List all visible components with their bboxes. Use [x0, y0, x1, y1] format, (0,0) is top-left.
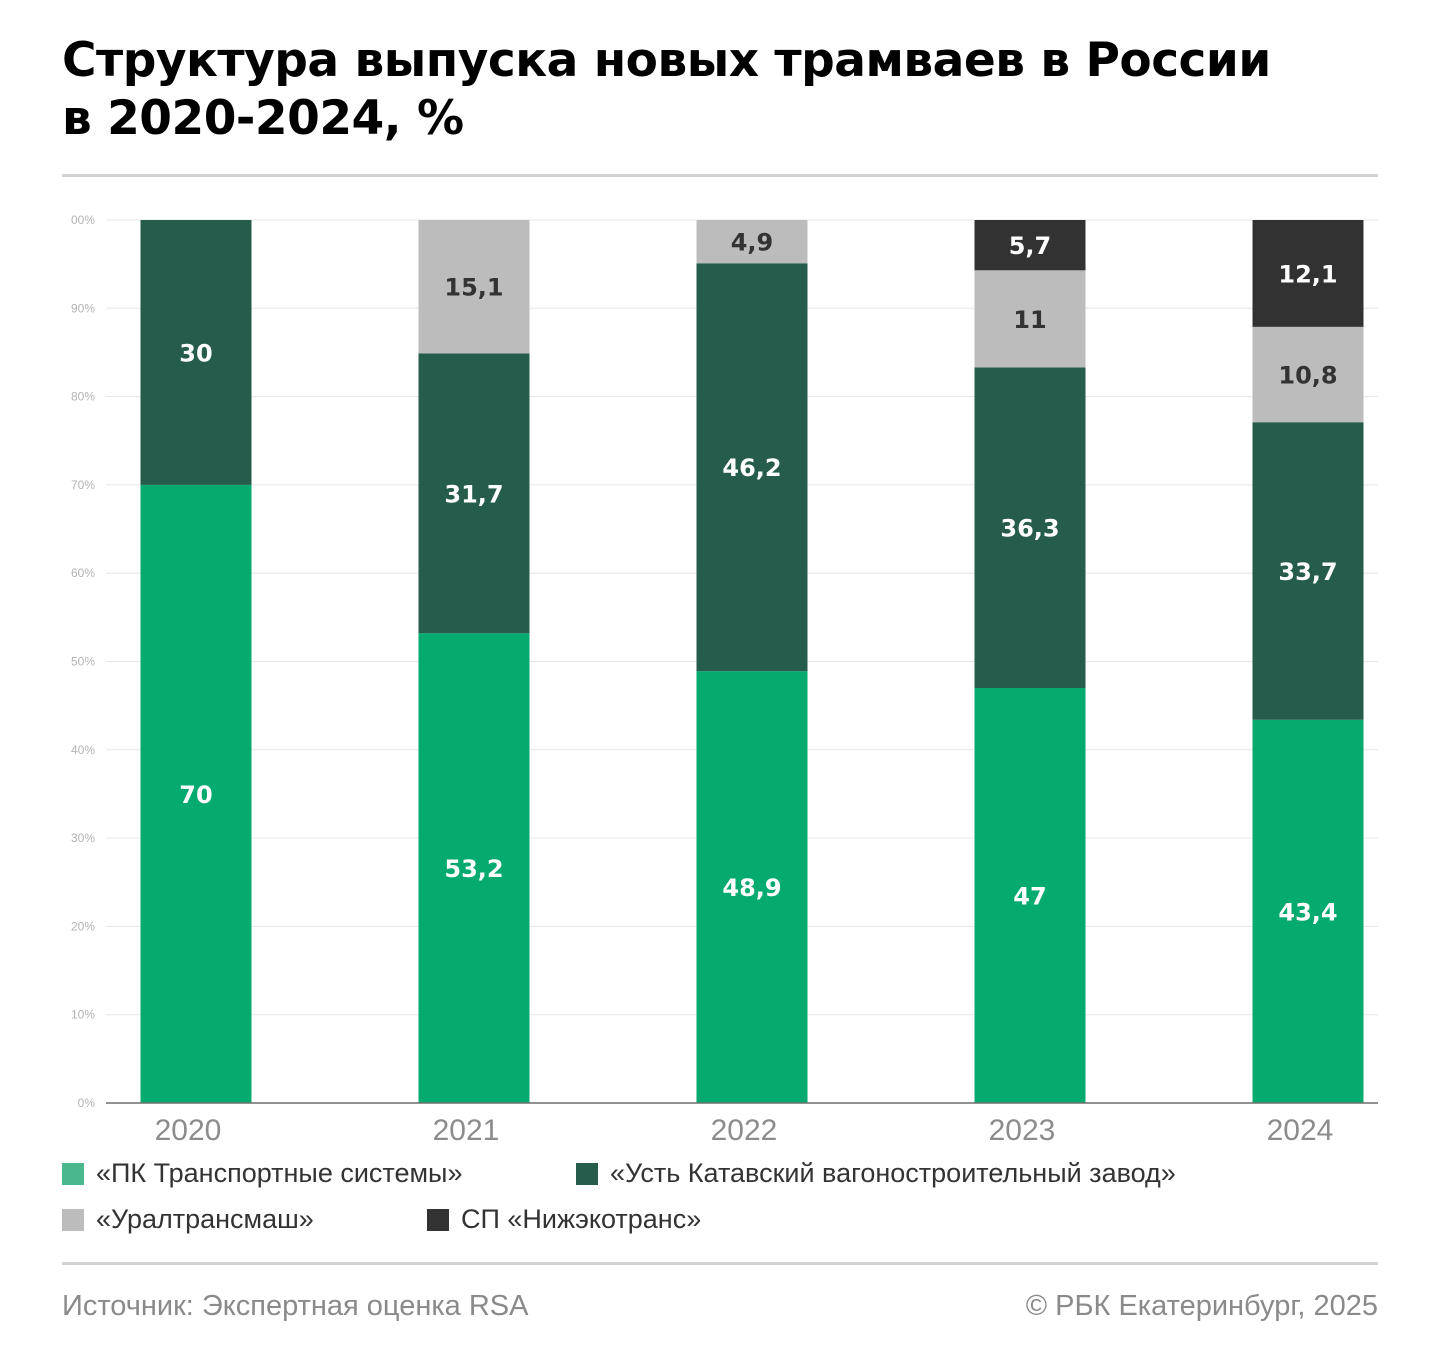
data-label: 33,7 [1278, 558, 1337, 586]
data-label: 47 [1013, 882, 1046, 910]
chart-title-line-1: Структура выпуска новых трамваев в Росси… [62, 33, 1271, 88]
bar-segment [696, 220, 808, 264]
chart-title-line-2: в 2020-2024, % [62, 91, 464, 146]
legend-label: «ПК Транспортные системы» [96, 1158, 463, 1188]
x-tick-label: 2022 [711, 1114, 778, 1147]
legend-swatch [427, 1208, 449, 1231]
data-label: 70 [179, 781, 212, 809]
data-label: 36,3 [1000, 515, 1059, 543]
legend-swatch [576, 1162, 598, 1185]
data-label: 10,8 [1278, 362, 1337, 390]
legend-label: «Уралтрансмаш» [96, 1204, 314, 1234]
y-tick-label: 0% [78, 1096, 96, 1110]
chart-legend: «ПК Транспортные системы» «Усть Катавски… [62, 1158, 1378, 1254]
legend-label: СП «Нижэкотранс» [461, 1204, 702, 1234]
data-label: 15,1 [444, 274, 503, 302]
chart-title: Структура выпуска новых трамваев в Росси… [62, 32, 1362, 148]
bar-segment [418, 633, 530, 1103]
bar-segment [418, 353, 530, 634]
legend-label: «Усть Катавский вагоностроительный завод… [610, 1158, 1176, 1188]
data-label: 31,7 [444, 480, 503, 508]
stacked-bar-chart: 0% 10% 20% 30% 40% 50% 60% 70% 80% 90% 00% 70 30 2020… [71, 213, 1378, 1147]
y-tick-label: 60% [71, 566, 95, 580]
legend-swatch [62, 1162, 84, 1185]
bar-segment [1252, 220, 1364, 327]
copyright-note: © РБК Екатеринбург, 2025 [1025, 1290, 1378, 1322]
bar-segment [974, 687, 1086, 1103]
bar-segment [696, 671, 808, 1103]
legend-item-pk-transport: «ПК Транспортные системы» [62, 1158, 462, 1189]
y-tick-label: 40% [71, 743, 95, 757]
bar-segment [696, 263, 808, 672]
y-tick-label: 30% [71, 831, 95, 845]
legend-swatch [62, 1208, 84, 1231]
bar-segment [974, 220, 1086, 271]
bar-segment [418, 220, 530, 354]
source-note: Источник: Экспертная оценка RSA [62, 1290, 529, 1322]
x-tick-label: 2023 [989, 1114, 1056, 1147]
data-label: 12,1 [1278, 260, 1337, 288]
bar-segment [1252, 719, 1364, 1103]
y-tick-label: 50% [71, 655, 95, 669]
data-label: 46,2 [722, 454, 781, 482]
y-tick-label: 10% [71, 1008, 95, 1022]
bar-segment [974, 367, 1086, 688]
data-label: 30 [179, 339, 212, 367]
legend-item-nizhekotrans: СП «Нижэкотранс» [427, 1204, 701, 1235]
legend-item-uraltransmash: «Уралтрансмаш» [62, 1204, 314, 1235]
data-label: 11 [1013, 306, 1046, 334]
bar-segment [1252, 326, 1364, 423]
bar-segment [140, 220, 252, 485]
data-label: 5,7 [1009, 232, 1052, 260]
y-tick-label: 00% [71, 213, 95, 227]
x-tick-label: 2020 [155, 1114, 222, 1147]
bar-segment [1252, 422, 1364, 720]
x-tick-label: 2024 [1267, 1114, 1334, 1147]
top-divider [62, 174, 1378, 177]
x-tick-label: 2021 [433, 1114, 500, 1147]
y-tick-label: 20% [71, 919, 95, 933]
legend-item-ust-katav: «Усть Катавский вагоностроительный завод… [576, 1158, 1176, 1189]
data-label: 48,9 [722, 874, 781, 902]
data-label: 43,4 [1278, 898, 1337, 926]
bar-segment [974, 270, 1086, 368]
data-label: 53,2 [444, 855, 503, 883]
y-tick-label: 70% [71, 478, 95, 492]
bottom-divider [62, 1262, 1378, 1265]
bar-segment [140, 484, 252, 1103]
y-tick-label: 90% [71, 301, 95, 315]
y-tick-label: 80% [71, 390, 95, 404]
data-label: 4,9 [731, 229, 774, 257]
